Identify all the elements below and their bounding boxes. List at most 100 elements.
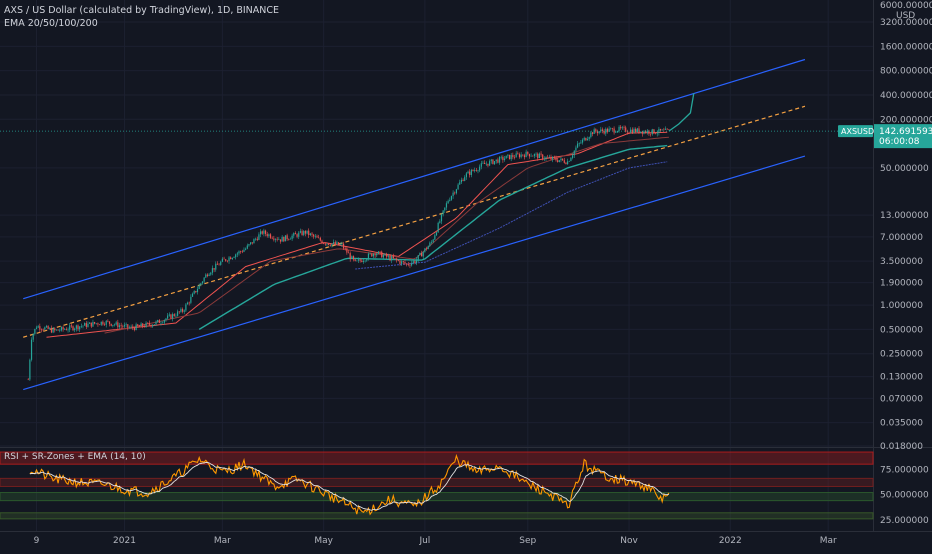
candle-body	[359, 259, 361, 261]
candle-body	[407, 263, 409, 265]
candle-body	[107, 320, 109, 322]
candle-body	[185, 304, 187, 311]
candle-body	[374, 253, 376, 256]
candle-body	[45, 326, 48, 328]
time-tick-label: May	[314, 536, 333, 546]
candle-body	[357, 259, 360, 261]
candle-body	[150, 324, 152, 327]
candle-body	[523, 155, 526, 158]
candle-body	[472, 169, 474, 171]
candle-body	[555, 157, 557, 161]
candle-body	[108, 321, 111, 324]
candle-body	[176, 311, 179, 316]
candle-body	[220, 261, 222, 265]
candle-body	[256, 238, 258, 240]
indicator-title[interactable]: EMA 20/50/100/200	[4, 18, 98, 29]
candle-body	[517, 153, 519, 155]
candle-body	[508, 154, 511, 160]
candle-body	[64, 329, 66, 330]
candle-body	[420, 252, 423, 257]
candle-body	[542, 154, 544, 159]
candle-body	[550, 156, 552, 160]
candle-body	[316, 236, 318, 238]
candle-body	[570, 157, 572, 162]
candle-body	[250, 242, 252, 245]
price-tick-label: 200.000000	[880, 115, 932, 125]
candle-body	[213, 268, 215, 270]
candle-body	[510, 155, 512, 160]
candle-body	[560, 158, 562, 161]
candle-body	[557, 160, 559, 162]
candle-body	[193, 291, 195, 294]
grid-lines	[0, 0, 873, 531]
candle-body	[367, 253, 370, 260]
candle-body	[172, 314, 174, 319]
candle-body	[163, 320, 165, 323]
candle-body	[306, 230, 308, 234]
candle-body	[313, 234, 315, 237]
rsi-indicator-title[interactable]: RSI + SR-Zones + EMA (14, 10)	[4, 452, 146, 462]
candle-body	[364, 260, 366, 262]
candle-body	[291, 235, 293, 239]
candle-body	[392, 256, 394, 259]
candle-body	[586, 138, 589, 141]
rsi-zone	[0, 477, 874, 487]
candle-body	[498, 157, 501, 163]
candle-body	[103, 324, 106, 326]
price-tick-label: 13.000000	[880, 211, 929, 221]
candle-body	[485, 163, 487, 165]
candle-body	[497, 159, 499, 163]
candle-body	[384, 253, 386, 256]
candle-body	[474, 170, 476, 171]
candle-body	[180, 309, 182, 312]
candle-body	[148, 322, 150, 325]
candle-body	[230, 257, 232, 260]
candle-body	[223, 258, 225, 260]
candle-body	[492, 159, 494, 165]
candle-body	[503, 158, 506, 161]
candle-body	[203, 277, 205, 282]
candle-body	[563, 160, 565, 163]
candle-body	[412, 261, 414, 263]
candle-body	[268, 234, 270, 237]
candle-body	[44, 327, 46, 330]
candle-body	[590, 132, 592, 138]
candle-body	[27, 379, 29, 381]
rsi-line	[29, 453, 670, 516]
candle-body	[329, 244, 331, 246]
candle-body	[640, 131, 642, 133]
candle-body	[653, 129, 655, 134]
regression-channel[interactable]	[23, 58, 806, 391]
candle-body	[611, 128, 614, 129]
price-tick-label: 0.250000	[880, 350, 923, 360]
candle-body	[585, 137, 587, 141]
channel-lower-line	[23, 155, 806, 391]
candle-body	[553, 156, 555, 158]
candle-body	[540, 153, 542, 155]
candle-body	[635, 128, 637, 132]
candle-body	[645, 131, 647, 133]
candle-body	[236, 253, 238, 255]
price-tick-label: 0.035000	[880, 419, 923, 429]
candle-body	[147, 322, 149, 324]
candle-body	[482, 162, 484, 164]
candle-body	[616, 130, 619, 133]
rsi-sr-zones	[0, 451, 874, 520]
candle-body	[507, 154, 509, 156]
candle-body	[186, 302, 189, 305]
candle-body	[162, 322, 164, 324]
candle-body	[427, 246, 429, 250]
candle-body	[97, 323, 99, 325]
axes[interactable]: 6000.000000USD3200.000000 1600.000000 800.…	[34, 1, 932, 546]
price-tick-label: 0.500000	[880, 325, 923, 335]
candle-body	[409, 264, 411, 266]
candle-body	[440, 214, 443, 222]
candle-body	[308, 230, 310, 236]
candle-body	[228, 257, 230, 262]
symbol-title[interactable]: AXS / US Dollar (calculated by TradingVi…	[4, 5, 280, 16]
candle-body	[404, 261, 406, 264]
candle-body	[495, 159, 497, 162]
candle-body	[298, 232, 300, 237]
